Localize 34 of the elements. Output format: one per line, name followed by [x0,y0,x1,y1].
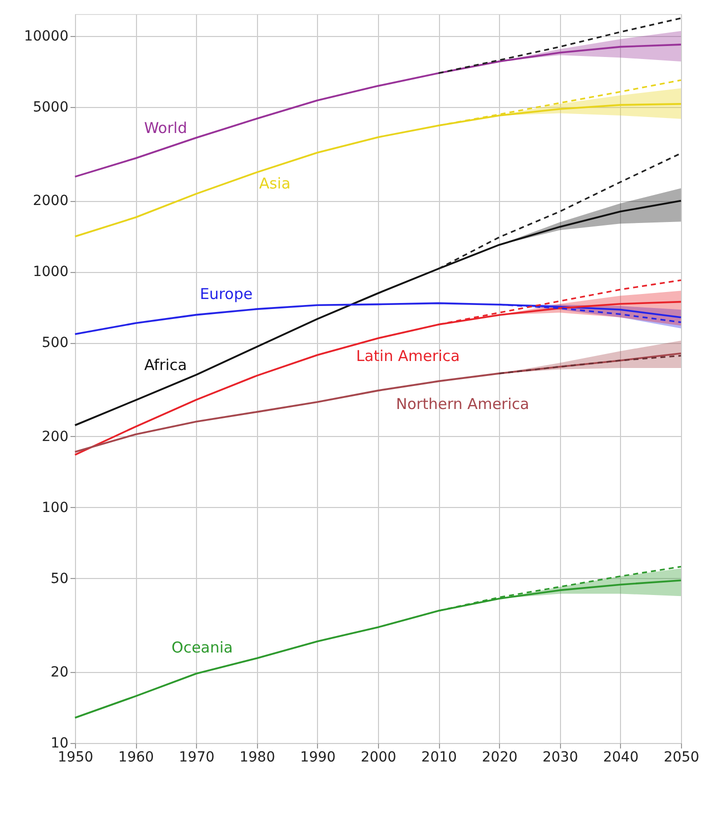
x-tick-label: 1970 [178,750,215,766]
line-series [438,17,682,74]
line-series [438,152,682,270]
x-tick-label: 1980 [239,750,276,766]
series-label: Oceania [172,638,233,657]
line-series [498,354,682,374]
y-tick-label: 20 [50,664,68,681]
y-tick-label: 50 [50,570,68,587]
y-tick-label: 100 [42,500,68,516]
x-tick-label: 1950 [58,750,94,766]
x-tick-label: 2030 [542,750,578,766]
series-label: World [144,119,188,138]
x-tick-label: 2040 [603,750,639,766]
line-series [74,200,682,426]
series-label: Europe [200,284,253,303]
series-label: Asia [259,174,291,192]
series-label: Northern America [396,395,530,414]
y-tick-label: 1000 [32,264,68,280]
line-series [74,302,682,336]
y-tick-label: 10 [50,736,68,752]
series-label: Africa [144,356,187,374]
y-tick-label: 200 [42,428,68,445]
x-tick-label: 2010 [421,750,457,766]
x-tick-label: 2000 [360,750,396,766]
series-label: Latin America [356,347,460,366]
line-series [74,44,682,178]
x-tick-label: 2020 [482,750,518,766]
x-tick-label: 2050 [664,750,700,766]
y-tick-label: 5000 [32,99,68,116]
x-tick-label: 1960 [118,750,154,766]
y-tick-label: 10000 [24,28,68,45]
y-tick-label: 2000 [32,193,68,210]
y-tick-label: 500 [42,335,68,352]
x-tick-label: 1990 [300,750,336,766]
